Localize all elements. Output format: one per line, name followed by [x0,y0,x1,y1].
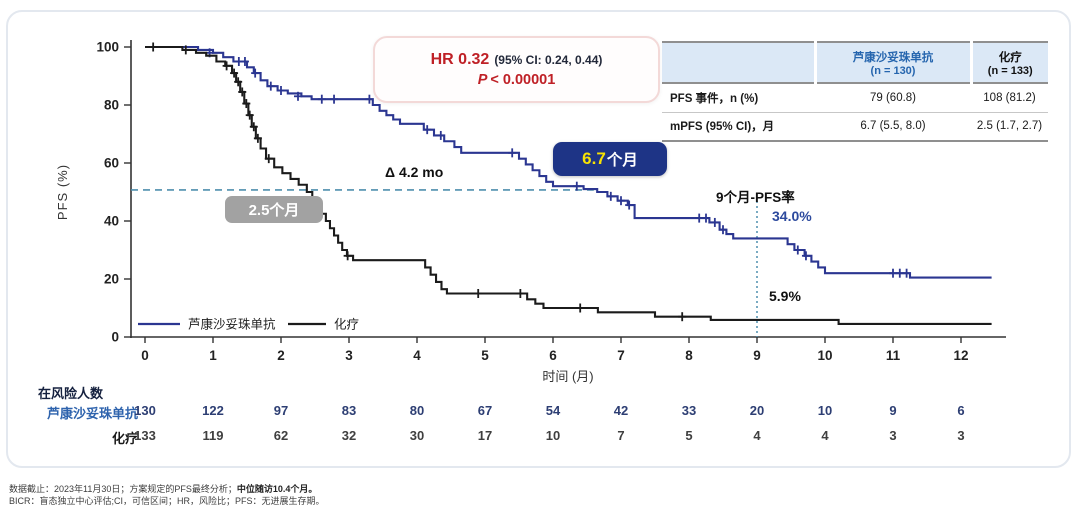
risk-count: 33 [681,403,697,418]
x-tick-label: 0 [141,348,149,363]
risk-count: 130 [134,403,156,418]
x-tick-label: 12 [953,348,968,363]
x-tick-label: 1 [209,348,217,363]
chemo-n: (n = 133) [987,64,1033,77]
pfs9-rate-drug: 34.0% [772,208,812,224]
x-tick-label: 7 [617,348,625,363]
drug-n: (n = 130) [870,64,916,77]
risk-count: 67 [477,403,493,418]
risk-row-label: 芦康沙妥珠单抗 [46,406,138,421]
row-label-pfs-events: PFS 事件，n (%) [670,92,759,105]
hr-statistics-box: HR 0.32 (95% CI: 0.24, 0.44) P < 0.00001 [373,36,660,103]
summary-header-empty [662,42,815,83]
risk-count: 119 [202,428,224,443]
x-tick-label: 6 [549,348,557,363]
footnote-datacutoff: 数据截止：2023年11月30日；方案规定的PFS最终分析； [9,484,237,494]
mpfs-chemo: 2.5 (1.7, 2.7) [976,120,1043,133]
p-value-line: P < 0.00001 [478,72,556,88]
table-row: PFS 事件，n (%) 79 (60.8) 108 (81.2) [662,83,1048,112]
risk-count: 17 [477,428,493,443]
legend-label: 化疗 [334,318,359,332]
risk-count: 7 [617,428,625,443]
risk-count: 32 [341,428,357,443]
summary-header-drug: 芦康沙妥珠单抗 (n = 130) [813,42,971,83]
pfs9-rate-chemo: 5.9% [769,288,801,304]
x-tick-label: 3 [345,348,353,363]
risk-count: 122 [202,403,224,418]
risk-count: 30 [409,428,425,443]
median-drug-badge: 6.7 个月 [553,142,667,176]
risk-count: 10 [545,428,561,443]
y-axis-title: PFS (%) [55,164,70,220]
summary-header-chemo: 化疗 (n = 133) [969,42,1048,83]
p-symbol: P [477,72,488,88]
risk-count: 97 [273,403,289,418]
risk-count: 10 [817,403,833,418]
risk-row-label: 化疗 [111,431,138,446]
hr-line: HR 0.32 (95% CI: 0.24, 0.44) [431,51,603,69]
y-tick-label: 100 [96,40,119,55]
y-tick-label: 0 [111,330,119,345]
x-tick-label: 2 [277,348,285,363]
risk-count: 80 [409,403,425,418]
median-drug-value: 6.7 [582,149,606,168]
risk-count: 42 [613,403,629,418]
risk-count: 4 [821,428,829,443]
x-tick-label: 5 [481,348,489,363]
pfs9-title: 9个月-PFS率 [716,190,795,205]
summary-table-header-row: 芦康沙妥珠单抗 (n = 130) 化疗 (n = 133) [662,42,1048,83]
drug-name: 芦康沙妥珠单抗 [852,51,934,64]
y-tick-label: 60 [104,156,119,171]
summary-table: 芦康沙妥珠单抗 (n = 130) 化疗 (n = 133) PFS 事件，n … [662,41,1048,142]
table-row: mPFS (95% CI)，月 6.7 (5.5, 8.0) 2.5 (1.7,… [662,112,1048,141]
footnote-line1: 数据截止：2023年11月30日；方案规定的PFS最终分析；中位随访10.4个月… [9,484,325,496]
risk-count: 20 [749,403,765,418]
y-tick-label: 20 [104,272,119,287]
row-label-mpfs: mPFS (95% CI)，月 [670,121,775,134]
legend-label: 芦康沙妥珠单抗 [188,317,276,332]
risk-count: 83 [341,403,357,418]
chemo-name: 化疗 [998,51,1022,64]
footnote-median-followup: 中位随访10.4个月。 [236,484,318,494]
hr-value: HR 0.32 [430,51,490,68]
mpfs-drug: 6.7 (5.5, 8.0) [860,120,926,133]
x-tick-label: 4 [413,348,421,363]
x-tick-label: 11 [886,348,901,363]
p-value: < 0.00001 [490,72,556,88]
x-tick-label: 9 [753,348,761,363]
x-tick-label: 10 [817,348,832,363]
risk-count: 4 [753,428,761,443]
risk-count: 9 [889,403,897,418]
delta-annotation: Δ 4.2 mo [385,164,444,180]
median-drug-unit: 个月 [606,152,638,169]
risk-count: 133 [134,428,156,443]
risk-count: 62 [273,428,289,443]
risk-count: 3 [957,428,965,443]
pfs-events-drug: 79 (60.8) [869,91,917,104]
risk-count: 5 [685,428,693,443]
risk-count: 3 [889,428,897,443]
y-tick-label: 40 [104,214,119,229]
x-tick-label: 8 [685,348,693,363]
km-curve-drug [145,45,992,279]
pfs-events-chemo: 108 (81.2) [983,91,1036,104]
hr-ci: (95% CI: 0.24, 0.44) [494,53,603,67]
footnotes: 数据截止：2023年11月30日；方案规定的PFS最终分析；中位随访10.4个月… [9,484,325,507]
median-chemo-badge: 2.5个月 [225,196,323,223]
y-tick-label: 80 [104,98,119,113]
footnote-line2: BICR：盲态独立中心评估;CI，可信区间；HR，风险比；PFS：无进展生存期。 [9,495,325,506]
risk-table-title: 在风险人数 [38,386,104,401]
risk-count: 54 [545,403,561,418]
risk-count: 6 [957,403,965,418]
x-axis-title: 时间 (月) [542,369,593,384]
